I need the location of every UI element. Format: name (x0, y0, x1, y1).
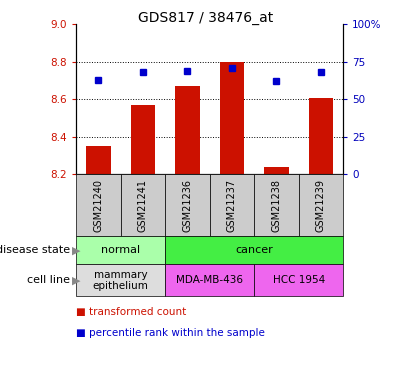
Text: GSM21238: GSM21238 (271, 179, 282, 232)
Text: disease state: disease state (0, 245, 70, 255)
Text: ▶: ▶ (72, 275, 81, 285)
Bar (175, 86, 200, 174)
Bar (131, 105, 155, 174)
Text: GDS817 / 38476_at: GDS817 / 38476_at (138, 11, 273, 25)
Text: GSM21241: GSM21241 (138, 179, 148, 232)
Text: mammary
epithelium: mammary epithelium (92, 270, 148, 291)
Text: GSM21239: GSM21239 (316, 179, 326, 232)
Text: ▶: ▶ (72, 245, 81, 255)
Text: ■ transformed count: ■ transformed count (76, 308, 186, 318)
Text: cancer: cancer (235, 245, 273, 255)
Text: HCC 1954: HCC 1954 (272, 275, 325, 285)
Bar (264, 167, 289, 174)
Text: MDA-MB-436: MDA-MB-436 (176, 275, 243, 285)
Bar (86, 146, 111, 174)
Text: GSM21237: GSM21237 (227, 179, 237, 232)
Bar (219, 62, 244, 174)
Text: GSM21240: GSM21240 (93, 179, 103, 232)
Text: GSM21236: GSM21236 (182, 179, 192, 232)
Text: cell line: cell line (27, 275, 70, 285)
Text: normal: normal (101, 245, 140, 255)
Text: ■ percentile rank within the sample: ■ percentile rank within the sample (76, 328, 265, 338)
Bar (309, 98, 333, 174)
